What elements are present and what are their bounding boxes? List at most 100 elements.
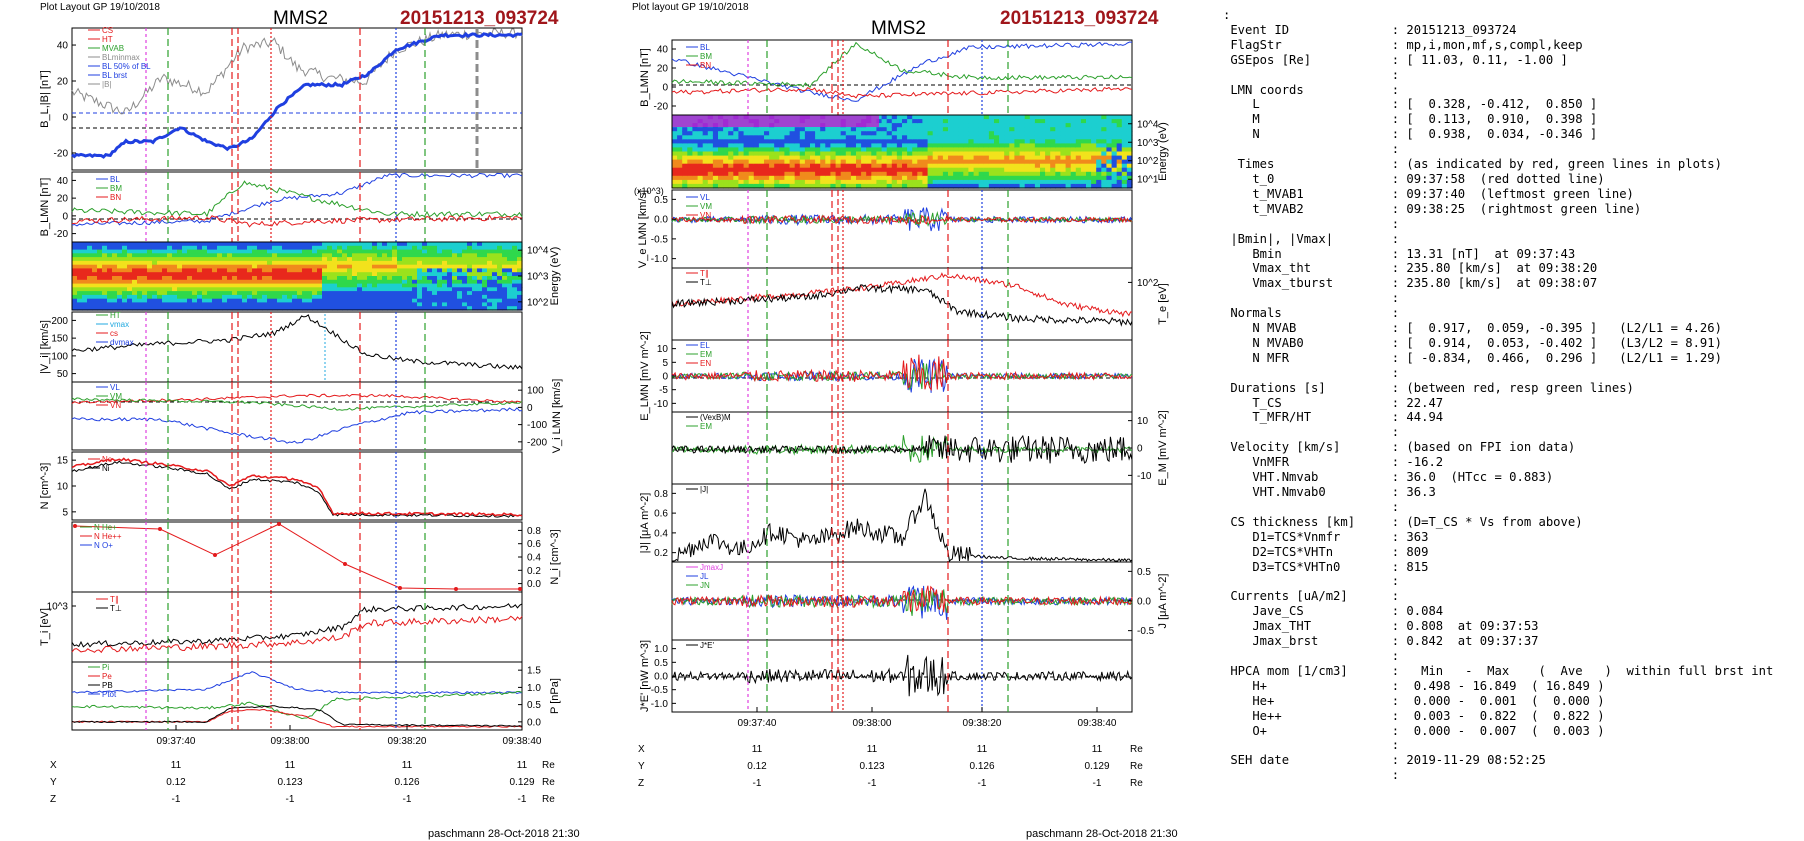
spectrogram-cell [87, 306, 93, 311]
spectrogram-cell [202, 306, 208, 311]
spectrogram-cell [942, 147, 949, 153]
y-tick-label: 1.0 [654, 644, 668, 655]
spectrogram-cell [789, 159, 796, 165]
panel-density [71, 451, 523, 521]
ephemeris-value: 0.12 [166, 777, 186, 788]
spectrogram-cell [377, 298, 383, 304]
spectrogram-cell [447, 257, 453, 262]
spectrogram-cell [237, 264, 243, 270]
spectrogram-cell [517, 268, 523, 273]
spectrogram-cell [1004, 171, 1010, 177]
spectrogram-cell [1075, 151, 1082, 157]
spectrogram-cell [237, 257, 243, 262]
spectrogram-cell [672, 147, 678, 153]
spectrogram-cell [876, 159, 883, 165]
spectrogram-cell [978, 179, 985, 185]
spectrogram-cell [222, 272, 228, 277]
spectrogram-cell [677, 175, 683, 181]
spectrogram-cell [779, 179, 785, 185]
spectrogram-cell [856, 175, 862, 181]
spectrogram-cell [942, 119, 949, 124]
spectrogram-cell [447, 279, 453, 285]
spectrogram-cell [1060, 147, 1067, 153]
spectrogram-cell [1106, 159, 1113, 165]
spectrogram-cell [1096, 151, 1102, 157]
spectrogram-cell [407, 287, 413, 292]
spectrogram-cell [1065, 131, 1072, 136]
spectrogram-cell [132, 253, 138, 258]
spectrogram-cell [1121, 159, 1128, 165]
spectrogram-cell [866, 159, 872, 165]
spectrogram-cell [242, 260, 248, 266]
y-tick-label: 40 [57, 41, 69, 52]
spectrogram-cell [92, 283, 98, 288]
spectrogram-cell [963, 159, 969, 165]
spectrogram-cell [672, 183, 678, 189]
spectrogram-cell [1065, 119, 1072, 124]
spectrogram-cell [968, 179, 975, 185]
y-tick-label: 10^2 [527, 297, 549, 308]
spectrogram-cell [442, 242, 448, 247]
spectrogram-cell [769, 127, 775, 132]
spectrogram-cell [774, 135, 780, 140]
spectrogram-cell [738, 175, 745, 181]
spectrogram-cell [850, 143, 857, 149]
spectrogram-cell [332, 306, 338, 311]
spectrogram-cell [988, 143, 995, 149]
spectrogram-cell [820, 131, 826, 136]
spectrogram-cell [187, 249, 193, 254]
spectrogram-cell [342, 257, 348, 262]
spectrogram-cell [187, 272, 193, 277]
spectrogram-cell [187, 245, 193, 251]
legend-entry: BN [110, 193, 121, 202]
spectrogram-cell [437, 302, 443, 307]
spectrogram-cell [769, 143, 775, 149]
spectrogram-cell [942, 127, 949, 132]
spectrogram-cell [207, 268, 213, 273]
spectrogram-cell [97, 257, 103, 262]
spectrogram-cell [994, 139, 1000, 144]
spectrogram-cell [1116, 167, 1123, 173]
spectrogram-cell [692, 131, 699, 136]
spectrogram-cell [227, 306, 233, 311]
spectrogram-cell [172, 245, 178, 251]
spectrogram-cell [217, 257, 223, 262]
spectrogram-cell [927, 123, 934, 128]
spectrogram-cell [810, 183, 816, 189]
spectrogram-cell [192, 272, 198, 277]
spectrogram-cell [764, 135, 770, 140]
spectrogram-cell [1075, 123, 1082, 128]
spectrogram-cell [937, 119, 944, 124]
spectrogram-cell [917, 175, 923, 181]
spectrogram-cell [1034, 167, 1041, 173]
spectrogram-cell [192, 298, 198, 304]
spectrogram-cell [302, 298, 308, 304]
spectrogram-cell [825, 131, 831, 136]
spectrogram-cell [272, 257, 278, 262]
spectrogram-cell [312, 302, 318, 307]
y-tick-label: 0.0 [654, 672, 668, 683]
spectrogram-cell [87, 264, 93, 270]
panel-vi-mag [71, 311, 523, 383]
spectrogram-cell [332, 294, 338, 300]
spectrogram-cell [687, 151, 693, 157]
ephemeris-value: 0.123 [277, 777, 302, 788]
spectrogram-cell [912, 179, 918, 185]
spectrogram-cell [677, 155, 683, 161]
spectrogram-cell [137, 253, 143, 258]
spectrogram-cell [147, 249, 153, 254]
spectrogram-cell [117, 294, 123, 300]
spectrogram-cell [896, 155, 903, 161]
spectrogram-cell [422, 298, 428, 304]
spectrogram-cell [1126, 139, 1133, 144]
spectrogram-cell [162, 291, 168, 296]
spectrogram-cell [968, 175, 975, 181]
spectrogram-cell [217, 272, 223, 277]
spectrogram-cell [861, 147, 867, 153]
spectrogram-cell [881, 171, 888, 177]
spectrogram-cell [437, 272, 443, 277]
spectrogram-cell [257, 279, 263, 285]
spectrogram-cell [1086, 131, 1092, 136]
spectrogram-cell [810, 155, 816, 161]
spectrogram-cell [1014, 155, 1021, 161]
